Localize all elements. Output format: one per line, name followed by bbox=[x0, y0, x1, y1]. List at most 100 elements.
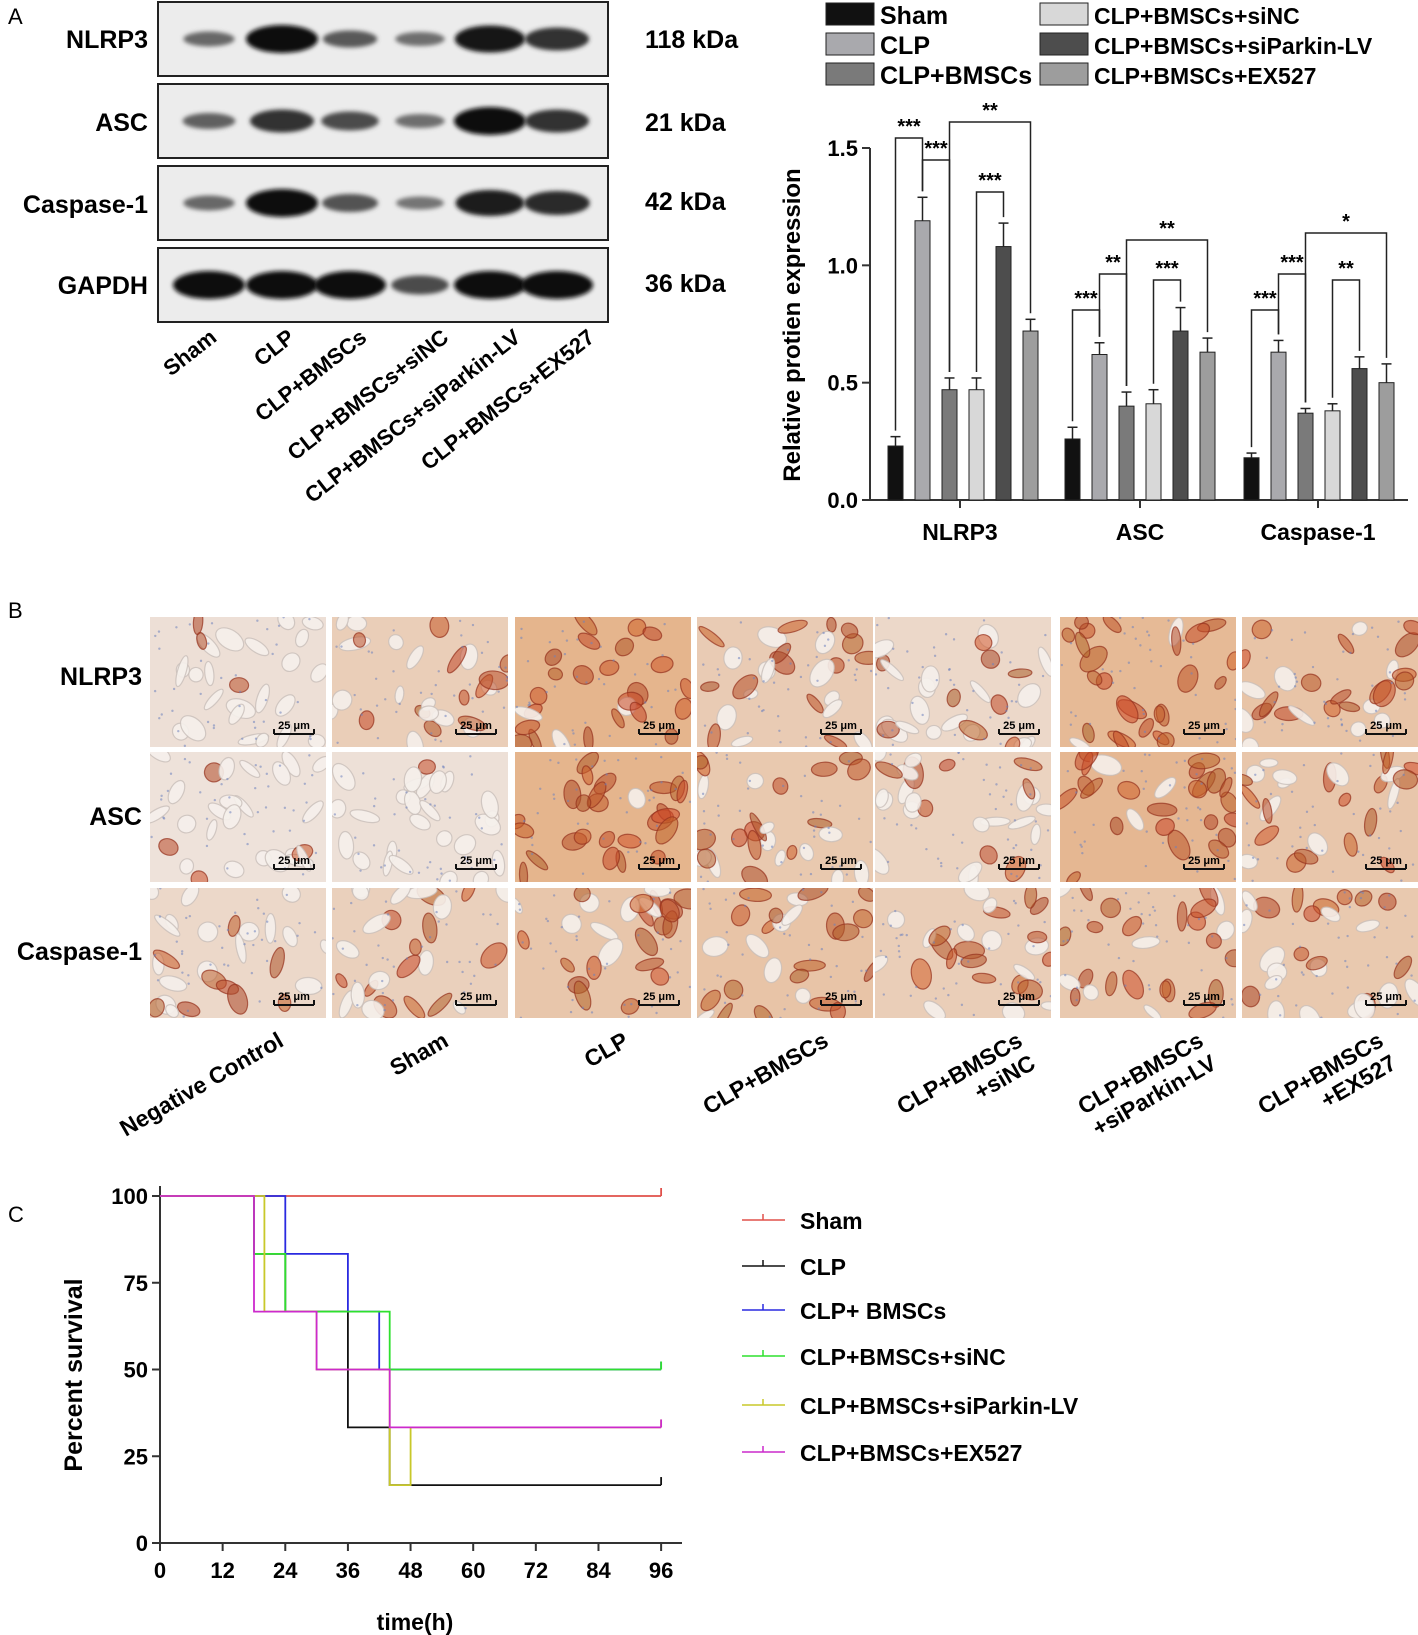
nucleus bbox=[719, 975, 723, 978]
ihc-row-label-nlrp3: NLRP3 bbox=[60, 663, 142, 691]
nucleus bbox=[469, 982, 473, 985]
nucleus bbox=[688, 800, 691, 803]
nucleus bbox=[854, 1000, 858, 1003]
survival-legend: Sham CLP CLP+ BMSCs CLP+BMSCs+siNC CLP+B… bbox=[742, 1208, 1079, 1466]
nucleus bbox=[1092, 823, 1095, 827]
tubule bbox=[458, 689, 470, 706]
tubule bbox=[335, 940, 360, 959]
nucleus bbox=[1064, 973, 1067, 977]
tubule bbox=[1259, 758, 1279, 768]
nucleus bbox=[768, 1015, 772, 1018]
nucleus bbox=[1069, 642, 1073, 645]
nucleus bbox=[703, 822, 706, 825]
tubule bbox=[741, 865, 769, 882]
survival-x-tick-label: 48 bbox=[398, 1558, 422, 1583]
nucleus bbox=[725, 757, 729, 761]
nucleus bbox=[709, 833, 712, 836]
tubule bbox=[1205, 932, 1222, 949]
nucleus bbox=[392, 670, 395, 673]
nucleus bbox=[475, 942, 479, 946]
nucleus bbox=[851, 900, 855, 904]
blot-band bbox=[322, 194, 378, 212]
tubule bbox=[222, 804, 242, 830]
tubule bbox=[337, 830, 355, 860]
tubule bbox=[1242, 681, 1266, 700]
tubule bbox=[1242, 773, 1253, 786]
nucleus bbox=[1388, 671, 1392, 674]
tubule bbox=[307, 733, 326, 747]
tubule bbox=[1185, 622, 1211, 644]
nucleus bbox=[650, 705, 653, 709]
nucleus bbox=[1313, 721, 1316, 724]
tubule bbox=[1159, 980, 1172, 999]
nucleus bbox=[1340, 718, 1343, 721]
bar bbox=[1118, 405, 1135, 501]
nucleus bbox=[549, 759, 552, 762]
nucleus bbox=[967, 960, 970, 963]
tubule bbox=[938, 758, 956, 772]
nucleus bbox=[433, 804, 436, 807]
nucleus bbox=[474, 812, 478, 816]
tubule bbox=[1069, 737, 1091, 747]
nucleus bbox=[1060, 663, 1064, 667]
tubule bbox=[723, 646, 743, 670]
nucleus bbox=[175, 940, 178, 943]
blot-row-label: NLRP3 bbox=[66, 26, 148, 54]
nucleus bbox=[1340, 723, 1344, 727]
nucleus bbox=[1388, 847, 1391, 850]
tubule bbox=[777, 619, 808, 634]
nucleus bbox=[1343, 891, 1346, 894]
bar bbox=[1172, 330, 1189, 501]
nucleus bbox=[983, 737, 986, 741]
nucleus bbox=[226, 928, 230, 932]
tubule bbox=[946, 688, 961, 708]
ihc-tile: 25 μm bbox=[515, 617, 691, 747]
nucleus bbox=[494, 963, 497, 966]
nucleus bbox=[298, 921, 301, 925]
nucleus bbox=[482, 913, 485, 916]
nucleus bbox=[860, 969, 863, 973]
nucleus bbox=[1110, 670, 1113, 673]
nucleus bbox=[205, 844, 209, 848]
nucleus bbox=[936, 857, 940, 860]
nucleus bbox=[835, 964, 838, 968]
tubule bbox=[1355, 919, 1381, 933]
nucleus bbox=[528, 703, 531, 706]
nucleus bbox=[1015, 875, 1019, 878]
nucleus bbox=[1200, 782, 1203, 785]
nucleus bbox=[199, 659, 203, 663]
nucleus bbox=[590, 1011, 594, 1014]
tubule bbox=[388, 854, 414, 875]
tubule bbox=[515, 706, 543, 722]
nucleus bbox=[1144, 780, 1148, 783]
nucleus bbox=[1340, 752, 1343, 755]
nucleus bbox=[175, 626, 178, 629]
nucleus bbox=[288, 829, 292, 832]
tubule bbox=[577, 632, 601, 650]
nucleus bbox=[1291, 845, 1294, 848]
nucleus bbox=[669, 947, 673, 951]
ihc-col-label-clp-bmscs-siparkin-lv: CLP+BMSCs+siParkin-LV bbox=[1073, 1026, 1221, 1141]
nucleus bbox=[283, 997, 286, 1000]
nucleus bbox=[486, 640, 490, 644]
tubule bbox=[1267, 1000, 1286, 1018]
bar bbox=[1199, 351, 1216, 501]
tubule bbox=[1061, 627, 1076, 643]
tubule bbox=[1040, 1001, 1051, 1011]
nucleus bbox=[972, 1013, 976, 1017]
nucleus bbox=[1010, 872, 1013, 876]
tubule bbox=[963, 888, 991, 902]
nucleus bbox=[207, 642, 210, 645]
nucleus bbox=[1277, 994, 1280, 998]
nucleus bbox=[1300, 971, 1304, 974]
tubule bbox=[853, 731, 873, 747]
blot-band bbox=[525, 109, 589, 133]
tubule bbox=[518, 861, 529, 882]
nucleus bbox=[181, 971, 184, 974]
nucleus bbox=[1030, 848, 1033, 852]
nucleus bbox=[869, 669, 873, 673]
nucleus bbox=[464, 855, 467, 859]
nucleus bbox=[1009, 661, 1012, 664]
significance-stars: *** bbox=[978, 170, 1002, 192]
nucleus bbox=[746, 732, 750, 735]
